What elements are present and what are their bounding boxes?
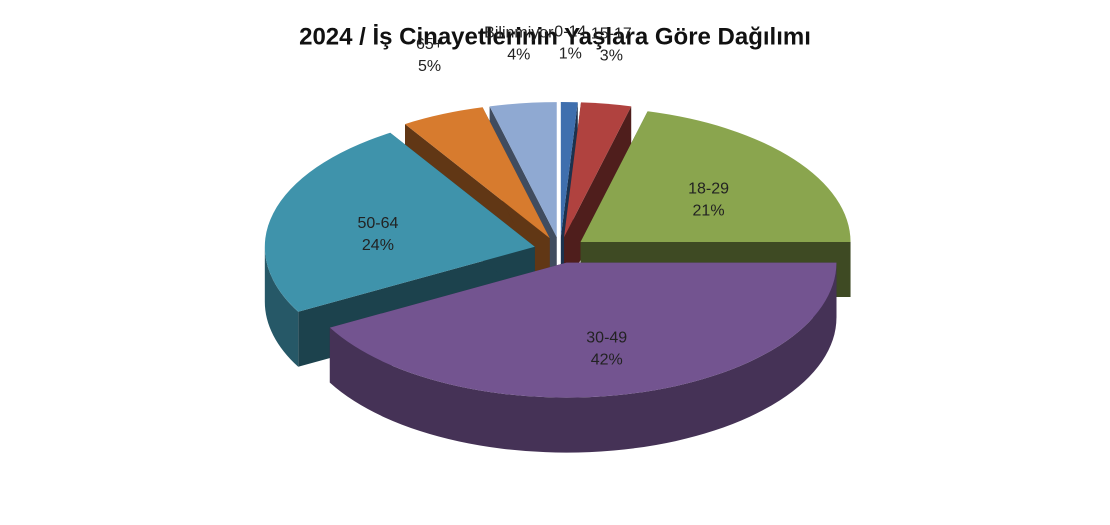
value-label: 4% — [507, 47, 530, 64]
value-label: 3% — [600, 47, 623, 64]
slice — [329, 262, 837, 398]
slice — [264, 132, 535, 312]
category-label: 0-14 — [554, 24, 586, 41]
value-label: 42% — [591, 351, 623, 368]
value-label: 1% — [559, 46, 582, 63]
category-label: 18-29 — [688, 181, 729, 198]
value-label: 21% — [693, 203, 725, 220]
slice — [580, 111, 851, 243]
slice — [564, 102, 632, 238]
category-label: 65+ — [416, 36, 443, 53]
slice — [560, 102, 578, 238]
slice-side — [329, 262, 837, 453]
slice — [405, 107, 550, 239]
category-label: 50-64 — [357, 215, 398, 232]
slice-side — [264, 246, 299, 367]
slice — [489, 102, 557, 238]
category-label: Bilinmiyor — [484, 25, 554, 42]
value-label: 24% — [362, 237, 394, 254]
category-label: 30-49 — [586, 329, 627, 346]
category-label: 15-17 — [591, 25, 632, 42]
chart-title: 2024 / İş Cinayetlerinin Yaşlara Göre Da… — [299, 23, 811, 50]
value-label: 5% — [418, 58, 441, 75]
